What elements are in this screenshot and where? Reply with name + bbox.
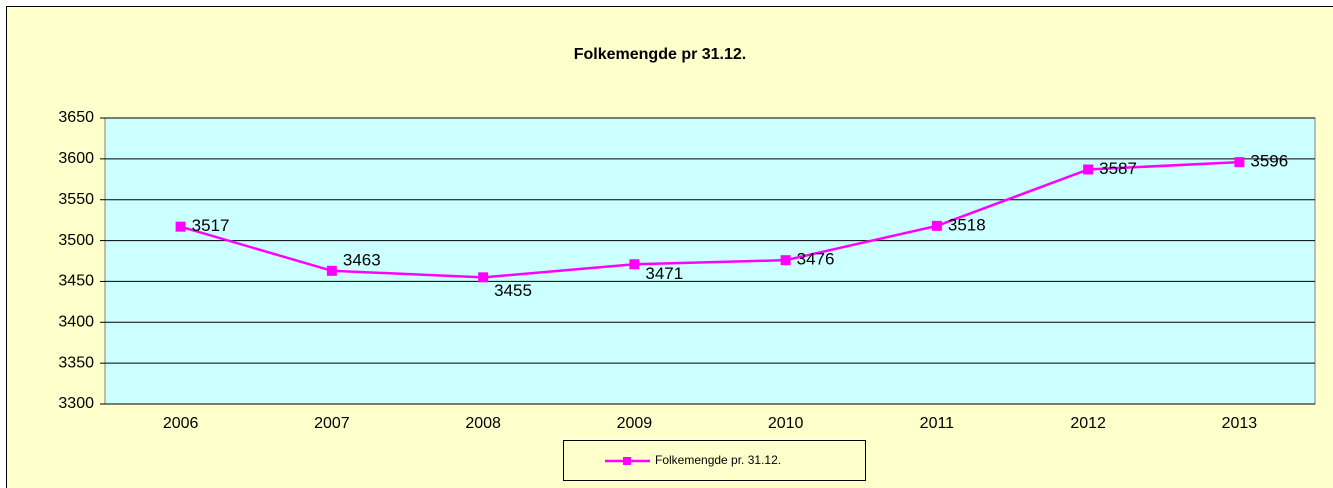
y-tick-label: 3300 [58, 395, 94, 412]
x-tick-label: 2008 [465, 415, 501, 432]
x-tick-label: 2007 [314, 415, 350, 432]
y-tick-label: 3450 [58, 273, 94, 290]
data-label: 3463 [343, 250, 381, 269]
x-tick-label: 2012 [1070, 415, 1106, 432]
y-tick-label: 3350 [58, 354, 94, 371]
data-point [1083, 164, 1094, 175]
data-point [478, 272, 489, 283]
y-tick-label: 3400 [58, 314, 94, 331]
data-label: 3587 [1099, 159, 1137, 178]
data-point [629, 259, 640, 270]
x-tick-label: 2006 [163, 415, 199, 432]
data-point [175, 221, 186, 232]
data-line [180, 160, 1240, 279]
data-point [780, 255, 791, 266]
legend-marker [623, 457, 631, 465]
y-tick-label: 3500 [58, 232, 94, 249]
x-tick-label: 2009 [617, 415, 653, 432]
x-tick-label: 2010 [768, 415, 804, 432]
chart-title: Folkemengde pr 31.12. [574, 46, 747, 63]
data-label: 3517 [192, 216, 230, 235]
data-point [1234, 157, 1245, 168]
data-label: 3455 [494, 281, 532, 300]
x-tick-label: 2011 [920, 415, 955, 432]
data-point [326, 265, 337, 276]
legend-label: Folkemengde pr. 31.12. [655, 453, 781, 467]
data-label: 3596 [1250, 152, 1288, 171]
data-point [931, 220, 942, 231]
data-label: 3471 [645, 264, 683, 283]
data-label: 3518 [948, 215, 986, 234]
y-tick-label: 3600 [58, 150, 94, 167]
y-tick-label: 3550 [58, 191, 94, 208]
y-tick-label: 3650 [58, 109, 94, 126]
x-tick-label: 2013 [1222, 415, 1258, 432]
data-label: 3476 [797, 250, 835, 269]
